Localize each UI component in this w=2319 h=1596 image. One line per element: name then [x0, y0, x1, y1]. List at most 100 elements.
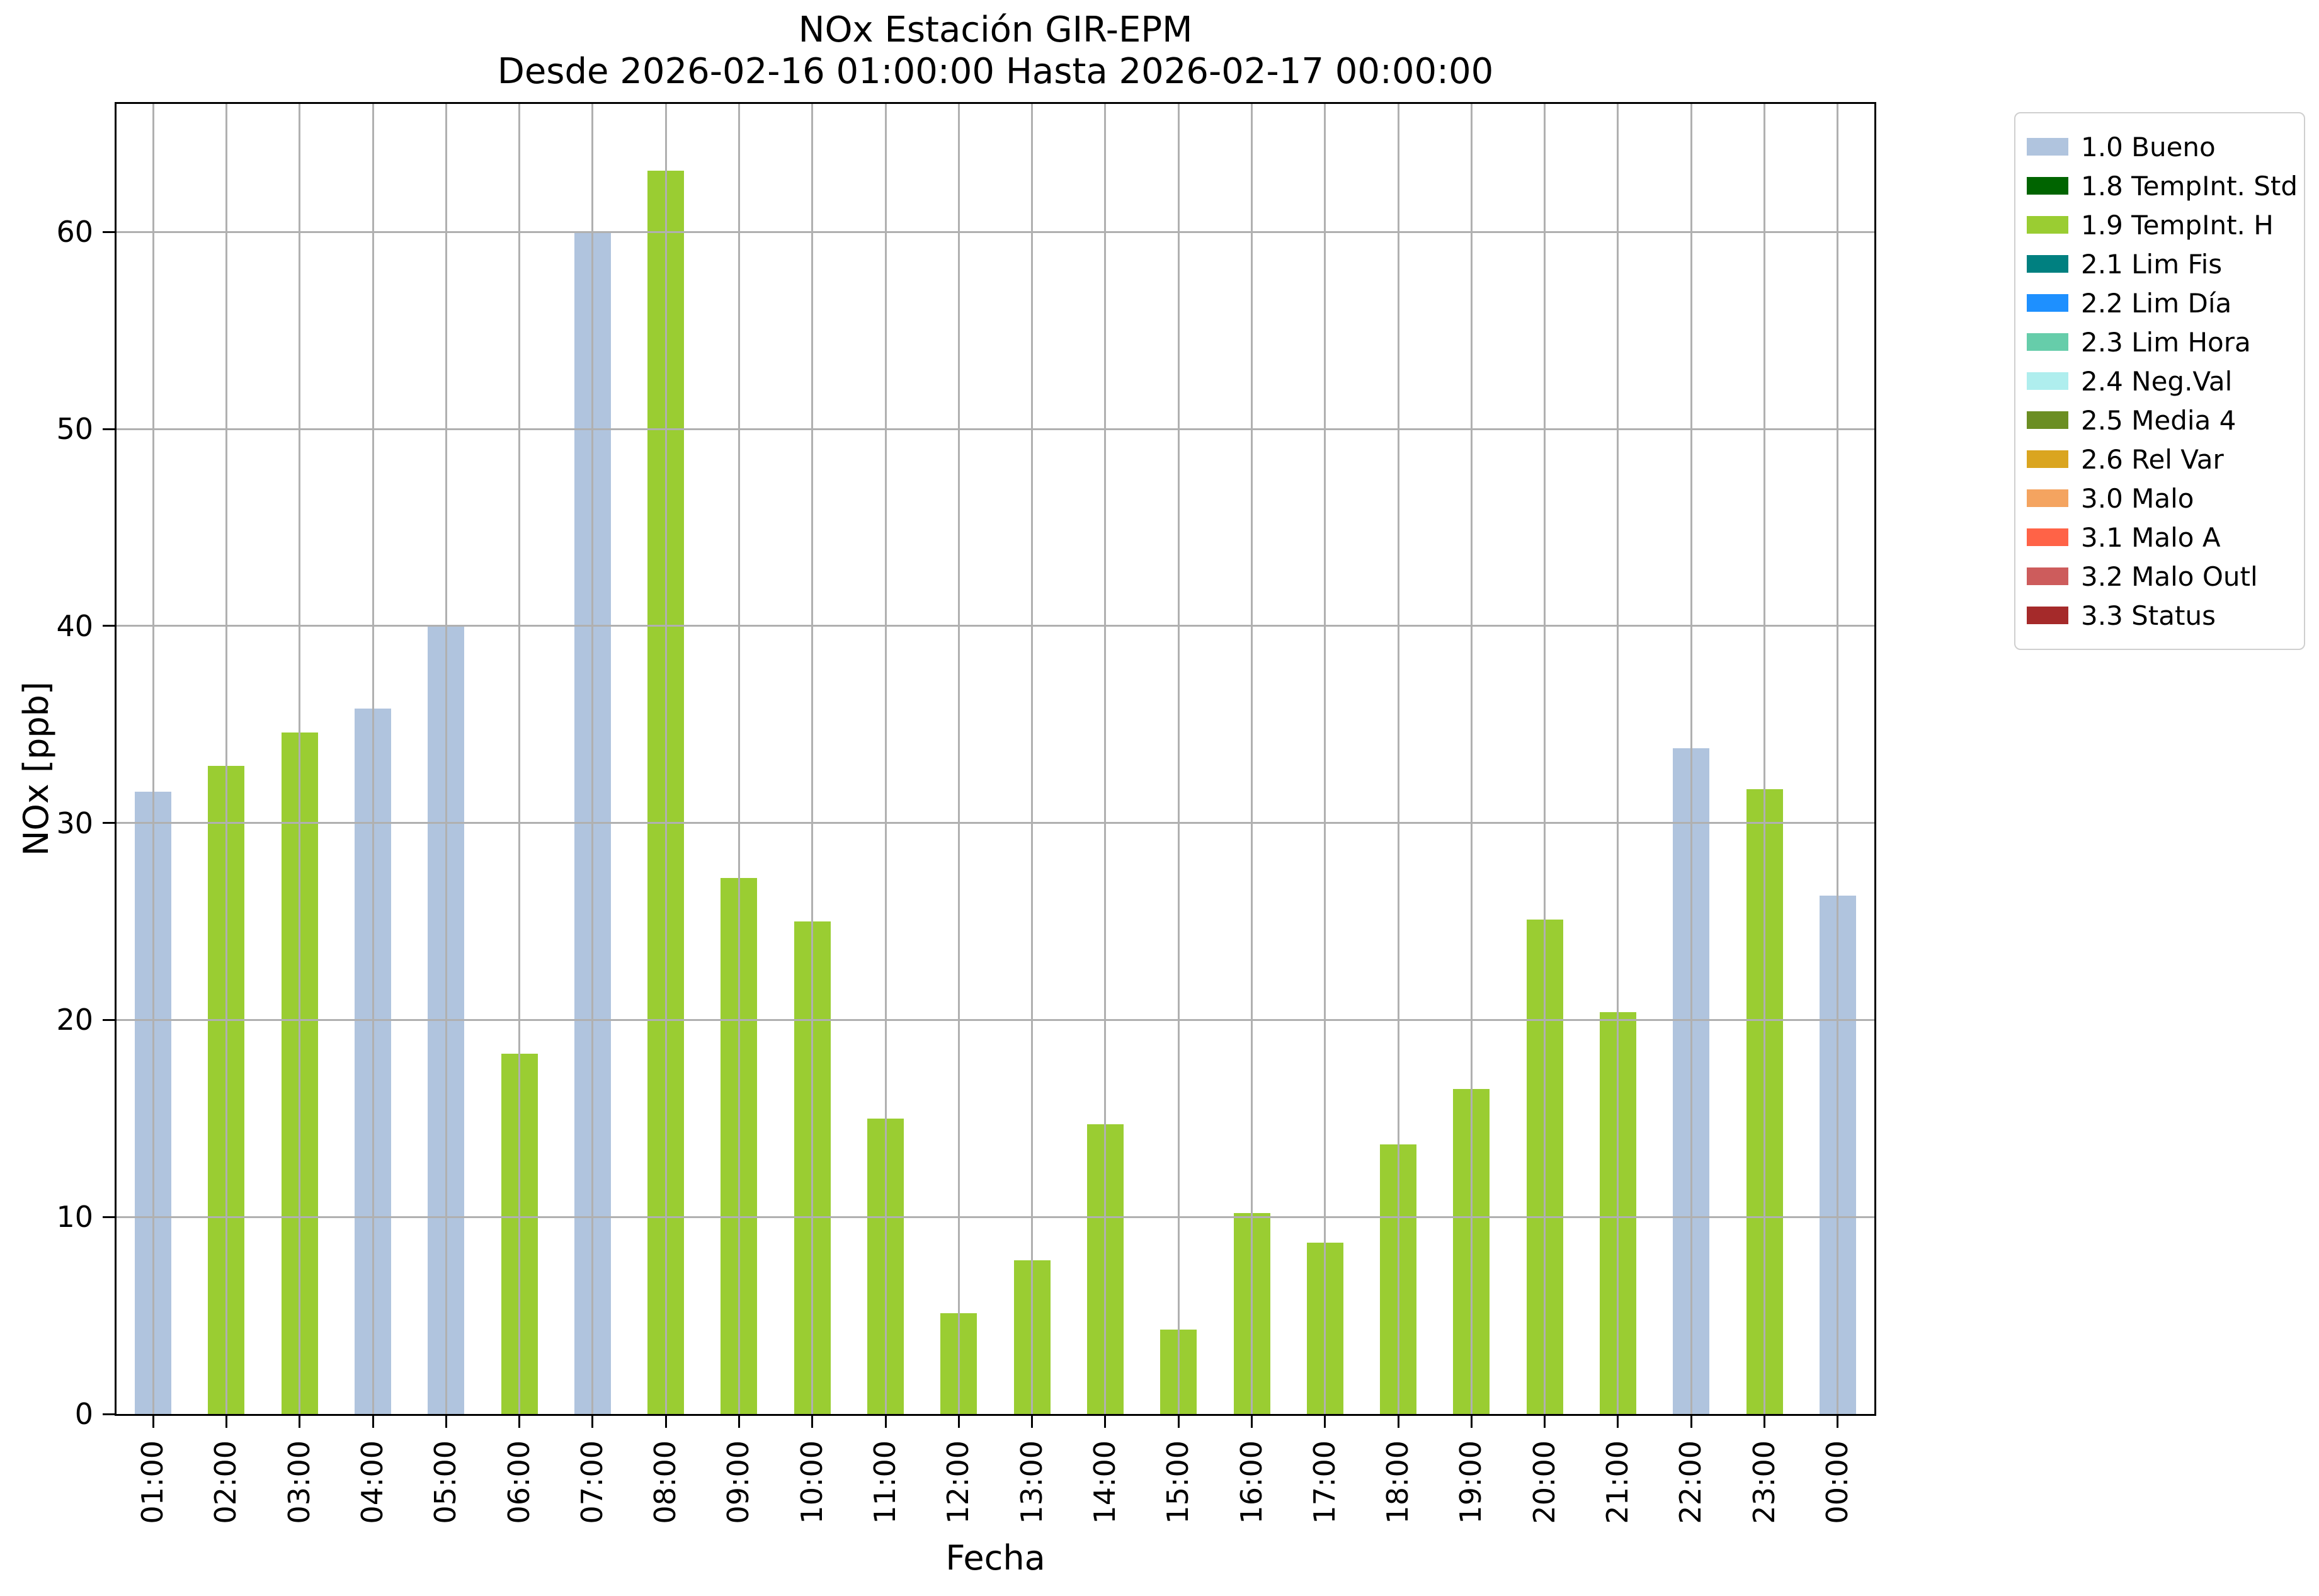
chart-subtitle: Desde 2026-02-16 01:00:00 Hasta 2026-02-… — [497, 51, 1494, 92]
x-tick-mark-11:00 — [884, 1414, 887, 1428]
x-tick-label-14:00: 14:00 — [1087, 1440, 1122, 1524]
vertical-gridline-00:00 — [1837, 104, 1839, 1414]
legend-item-label: 3.3 Status — [2081, 600, 2216, 631]
vertical-gridline-16:00 — [1251, 104, 1253, 1414]
x-tick-mark-10:00 — [811, 1414, 814, 1428]
x-tick-label-04:00: 04:00 — [355, 1440, 390, 1524]
x-tick-label-01:00: 01:00 — [135, 1440, 170, 1524]
legend-item: 2.3 Lim Hora — [2027, 322, 2304, 362]
x-tick-label-06:00: 06:00 — [501, 1440, 536, 1524]
legend-item: 2.5 Media 4 — [2027, 401, 2304, 440]
legend-item: 2.4 Neg.Val — [2027, 362, 2304, 401]
x-tick-label-11:00: 11:00 — [868, 1440, 903, 1524]
legend-item: 2.2 Lim Día — [2027, 283, 2304, 322]
x-tick-label-09:00: 09:00 — [721, 1440, 756, 1524]
legend-item-label: 1.8 TempInt. Std — [2081, 170, 2298, 202]
legend-item-label: 2.2 Lim Día — [2081, 287, 2232, 319]
x-tick-label-13:00: 13:00 — [1014, 1440, 1049, 1524]
vertical-gridline-04:00 — [372, 104, 374, 1414]
y-tick-mark-30 — [103, 822, 117, 824]
x-tick-mark-21:00 — [1617, 1414, 1619, 1428]
x-tick-mark-19:00 — [1470, 1414, 1473, 1428]
horizontal-gridline-10 — [117, 1216, 1874, 1218]
vertical-gridline-01:00 — [152, 104, 154, 1414]
y-tick-label-50: 50 — [56, 412, 93, 447]
y-tick-label-0: 0 — [74, 1397, 93, 1431]
legend-swatch — [2027, 294, 2068, 312]
legend-swatch — [2027, 528, 2068, 546]
x-tick-label-22:00: 22:00 — [1673, 1440, 1708, 1524]
x-tick-mark-02:00 — [225, 1414, 227, 1428]
horizontal-gridline-30 — [117, 822, 1874, 824]
vertical-gridline-09:00 — [738, 104, 740, 1414]
vertical-gridline-23:00 — [1763, 104, 1766, 1414]
vertical-gridline-20:00 — [1544, 104, 1546, 1414]
legend-item-label: 1.0 Bueno — [2081, 131, 2216, 162]
y-tick-mark-0 — [103, 1413, 117, 1415]
vertical-gridline-05:00 — [445, 104, 447, 1414]
legend-item: 3.2 Malo Outl — [2027, 557, 2304, 596]
x-tick-label-10:00: 10:00 — [794, 1440, 829, 1524]
legend-swatch — [2027, 411, 2068, 429]
plot-area — [115, 102, 1876, 1416]
legend-swatch — [2027, 450, 2068, 468]
legend-item-label: 2.3 Lim Hora — [2081, 326, 2251, 358]
x-tick-mark-07:00 — [591, 1414, 594, 1428]
x-tick-mark-12:00 — [957, 1414, 960, 1428]
vertical-gridline-08:00 — [664, 104, 667, 1414]
vertical-gridline-12:00 — [957, 104, 960, 1414]
legend-item: 1.8 TempInt. Std — [2027, 166, 2304, 205]
x-tick-mark-16:00 — [1251, 1414, 1253, 1428]
x-tick-mark-00:00 — [1837, 1414, 1839, 1428]
legend-item: 3.3 Status — [2027, 596, 2304, 635]
y-tick-mark-50 — [103, 428, 117, 430]
legend-item: 2.1 Lim Fis — [2027, 244, 2304, 283]
vertical-gridline-11:00 — [884, 104, 887, 1414]
legend-item: 1.0 Bueno — [2027, 127, 2304, 166]
x-tick-label-17:00: 17:00 — [1307, 1440, 1342, 1524]
x-tick-mark-08:00 — [664, 1414, 667, 1428]
x-tick-mark-17:00 — [1324, 1414, 1326, 1428]
x-tick-mark-04:00 — [372, 1414, 374, 1428]
legend-swatch — [2027, 177, 2068, 195]
x-tick-label-07:00: 07:00 — [574, 1440, 609, 1524]
x-tick-label-20:00: 20:00 — [1527, 1440, 1561, 1524]
vertical-gridline-02:00 — [225, 104, 227, 1414]
legend-swatch — [2027, 489, 2068, 507]
chart-title: NOx Estación GIR-EPM — [798, 9, 1193, 50]
vertical-gridline-14:00 — [1104, 104, 1107, 1414]
y-tick-label-20: 20 — [56, 1003, 93, 1037]
vertical-gridline-19:00 — [1470, 104, 1473, 1414]
y-tick-mark-20 — [103, 1018, 117, 1021]
vertical-gridline-15:00 — [1177, 104, 1180, 1414]
vertical-gridline-03:00 — [299, 104, 301, 1414]
vertical-gridline-18:00 — [1397, 104, 1399, 1414]
x-tick-mark-23:00 — [1763, 1414, 1766, 1428]
x-tick-label-19:00: 19:00 — [1454, 1440, 1488, 1524]
y-tick-mark-10 — [103, 1216, 117, 1218]
legend-swatch — [2027, 607, 2068, 624]
x-axis-label: Fecha — [945, 1538, 1046, 1578]
x-tick-label-03:00: 03:00 — [282, 1440, 316, 1524]
x-tick-mark-14:00 — [1104, 1414, 1107, 1428]
x-tick-label-02:00: 02:00 — [208, 1440, 243, 1524]
legend-item: 3.0 Malo — [2027, 479, 2304, 518]
legend-item: 3.1 Malo A — [2027, 518, 2304, 557]
x-tick-label-21:00: 21:00 — [1600, 1440, 1634, 1524]
y-tick-mark-60 — [103, 231, 117, 233]
legend-item: 2.6 Rel Var — [2027, 440, 2304, 479]
legend-item-label: 3.0 Malo — [2081, 482, 2194, 514]
legend-swatch — [2027, 567, 2068, 585]
vertical-gridline-13:00 — [1031, 104, 1034, 1414]
horizontal-gridline-60 — [117, 231, 1874, 233]
x-tick-mark-03:00 — [299, 1414, 301, 1428]
y-tick-mark-40 — [103, 625, 117, 627]
horizontal-gridline-40 — [117, 625, 1874, 627]
legend-item-label: 2.6 Rel Var — [2081, 443, 2224, 475]
legend-item-label: 2.5 Media 4 — [2081, 404, 2236, 436]
legend-swatch — [2027, 333, 2068, 351]
legend-item-label: 2.4 Neg.Val — [2081, 365, 2233, 397]
x-tick-label-16:00: 16:00 — [1234, 1440, 1268, 1524]
y-tick-label-10: 10 — [56, 1200, 93, 1234]
